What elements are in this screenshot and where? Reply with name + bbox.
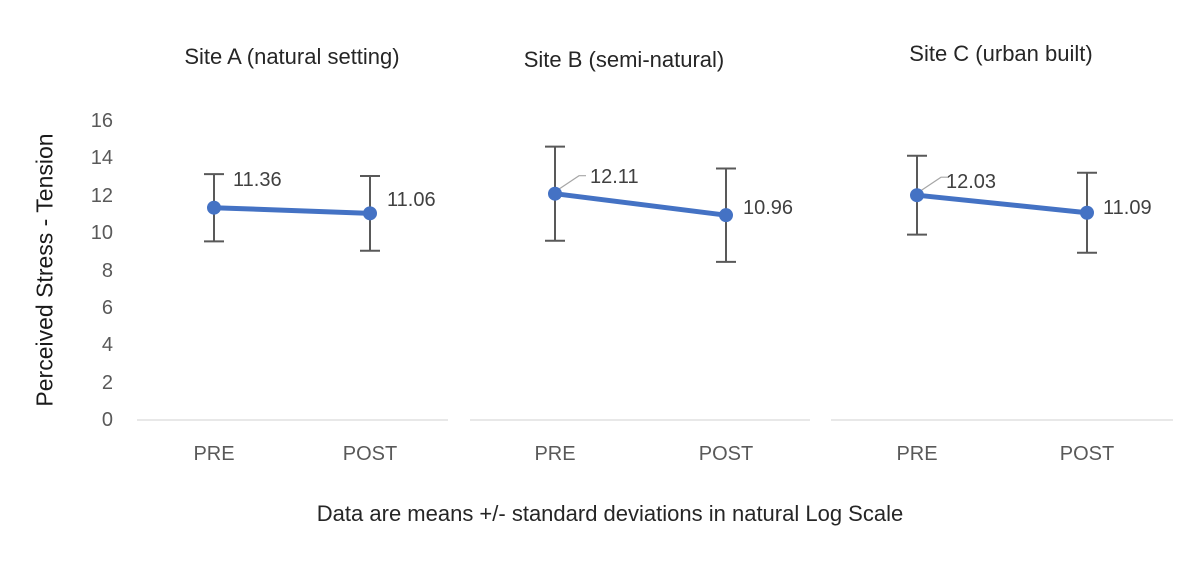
y-axis-tick-label: 8 xyxy=(101,259,113,282)
y-axis-tick-label: 6 xyxy=(101,296,113,319)
data-label-leader-line xyxy=(557,175,586,191)
y-axis-tick-label: 0 xyxy=(101,409,113,431)
panel-title-site-a: Site A (natural setting) xyxy=(184,44,400,69)
x-category-label-post: POST xyxy=(342,443,398,465)
series-line xyxy=(914,192,1090,216)
x-category-label-pre: PRE xyxy=(896,443,938,465)
x-category-label-post: POST xyxy=(698,443,754,465)
data-point-marker xyxy=(910,188,924,203)
x-category-label-pre: PRE xyxy=(193,443,235,465)
data-label: 10.96 xyxy=(743,197,794,219)
chart-caption: Data are means +/- standard deviations i… xyxy=(316,501,904,526)
y-axis-tick-label: 2 xyxy=(101,371,113,394)
series-line xyxy=(211,205,373,216)
data-label: 12.03 xyxy=(946,171,997,193)
y-axis-tick-label: 16 xyxy=(90,110,113,132)
data-label: 11.09 xyxy=(1103,197,1152,219)
data-label: 12.11 xyxy=(590,166,639,188)
series-line xyxy=(552,191,729,218)
y-axis-title: Perceived Stress - Tension xyxy=(31,133,58,407)
data-label-leader-line xyxy=(919,176,948,192)
x-category-label-pre: PRE xyxy=(534,443,576,465)
x-category-label-post: POST xyxy=(1059,443,1115,465)
data-point-marker xyxy=(719,208,733,223)
panel-title-site-b: Site B (semi-natural) xyxy=(523,47,725,72)
data-point-marker xyxy=(363,206,377,221)
data-point-marker xyxy=(1080,205,1094,220)
y-axis-tick-label: 10 xyxy=(90,222,113,245)
panel-title-site-c: Site C (urban built) xyxy=(909,41,1093,66)
y-axis-tick-label: 4 xyxy=(101,334,113,357)
data-point-marker xyxy=(548,186,562,201)
data-label: 11.06 xyxy=(387,189,436,211)
y-axis-tick-label: 14 xyxy=(90,147,113,170)
data-label: 11.36 xyxy=(233,169,282,191)
y-axis-tick-label: 12 xyxy=(90,184,113,207)
data-point-marker xyxy=(207,200,221,215)
